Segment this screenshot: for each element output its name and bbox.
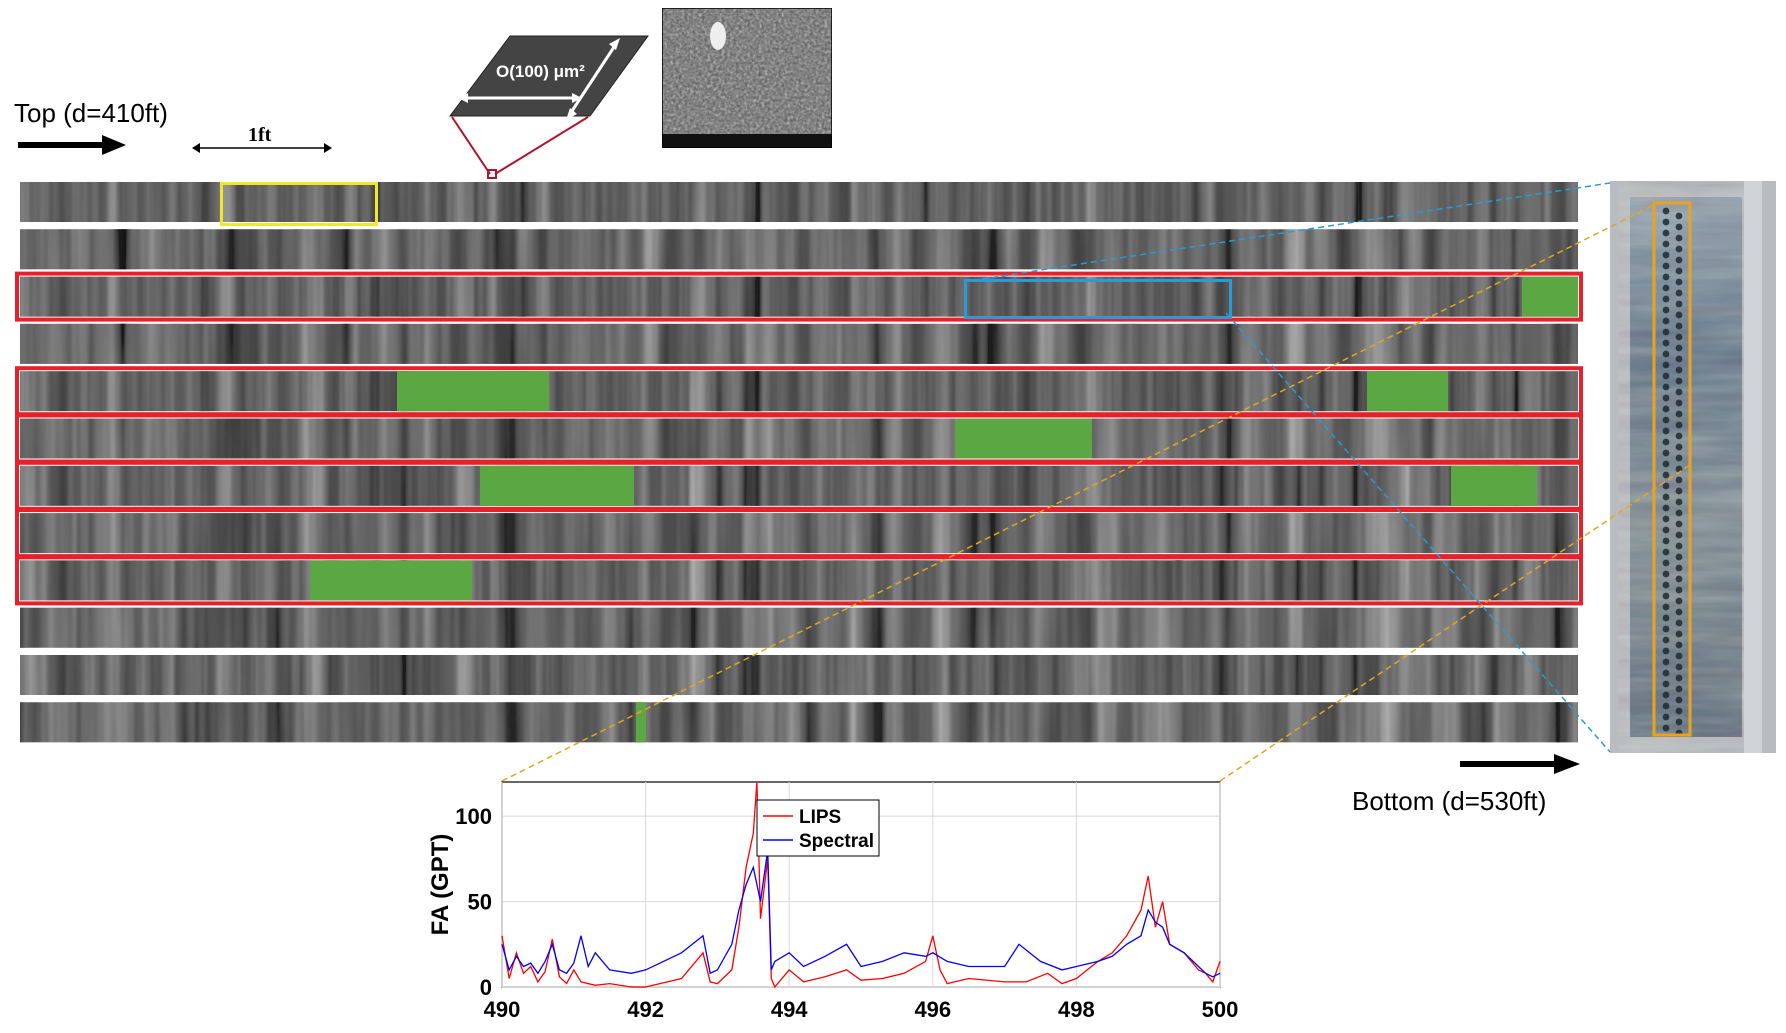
- scale-bar-icon: [192, 143, 332, 153]
- core-strip: [20, 607, 1578, 648]
- core-strip: [20, 702, 1578, 743]
- green-patch: [1367, 371, 1448, 412]
- core-strip: [15, 366, 1583, 417]
- fa-chart: 490 492 494 496 498 500 0 50 100 FA (GPT) LIPS Sp…: [427, 781, 1239, 1022]
- y-tick-label: 0: [480, 975, 492, 1000]
- y-axis-label: FA (GPT): [427, 834, 454, 936]
- sem-micrograph: [662, 8, 832, 148]
- x-tick-label: 500: [1202, 997, 1239, 1022]
- area-label: O(100) μm²: [496, 62, 585, 81]
- green-patch: [955, 418, 1092, 459]
- x-tick-label: 494: [771, 997, 808, 1022]
- core-strip: [20, 182, 1578, 222]
- y-tick-label: 50: [468, 890, 492, 915]
- core-strip: [20, 229, 1578, 270]
- scale-label: 1ft: [248, 124, 272, 146]
- core-strip: [20, 655, 1578, 695]
- legend-entry: LIPS: [799, 807, 841, 828]
- x-tick-label: 490: [484, 997, 521, 1022]
- y-tick-label: 100: [455, 804, 492, 829]
- core-strip: [15, 460, 1583, 511]
- core-strip: [15, 555, 1583, 606]
- green-patch: [636, 702, 646, 743]
- core-strips: [15, 182, 1583, 743]
- scale-box: [220, 182, 378, 226]
- core-strip: [15, 271, 1583, 322]
- x-tick-label: 492: [627, 997, 664, 1022]
- green-patch: [1522, 276, 1578, 317]
- legend: LIPS Spectral: [756, 799, 880, 857]
- highlight-frame: [15, 271, 1583, 322]
- bottom-depth-label: Bottom (d=530ft): [1352, 786, 1547, 816]
- green-patch: [480, 465, 634, 506]
- series-line-lips: [501, 781, 1221, 989]
- series-line-spectral: [501, 850, 1221, 978]
- green-patch: [310, 560, 472, 601]
- green-patch: [397, 371, 549, 412]
- highlight-frame: [15, 555, 1583, 606]
- zoom-box: [964, 279, 1232, 319]
- green-patch: [1451, 465, 1537, 506]
- x-tick-label: 496: [914, 997, 951, 1022]
- core-strip: [15, 508, 1583, 559]
- bottom-arrow-icon: [1460, 754, 1580, 774]
- top-arrow-icon: [18, 135, 126, 155]
- core-strip: [15, 413, 1583, 464]
- area-parallelogram: [449, 35, 649, 179]
- legend-entry: Spectral: [799, 831, 874, 852]
- x-tick-label: 498: [1058, 997, 1095, 1022]
- top-depth-label: Top (d=410ft): [14, 98, 168, 128]
- core-strip: [20, 323, 1578, 364]
